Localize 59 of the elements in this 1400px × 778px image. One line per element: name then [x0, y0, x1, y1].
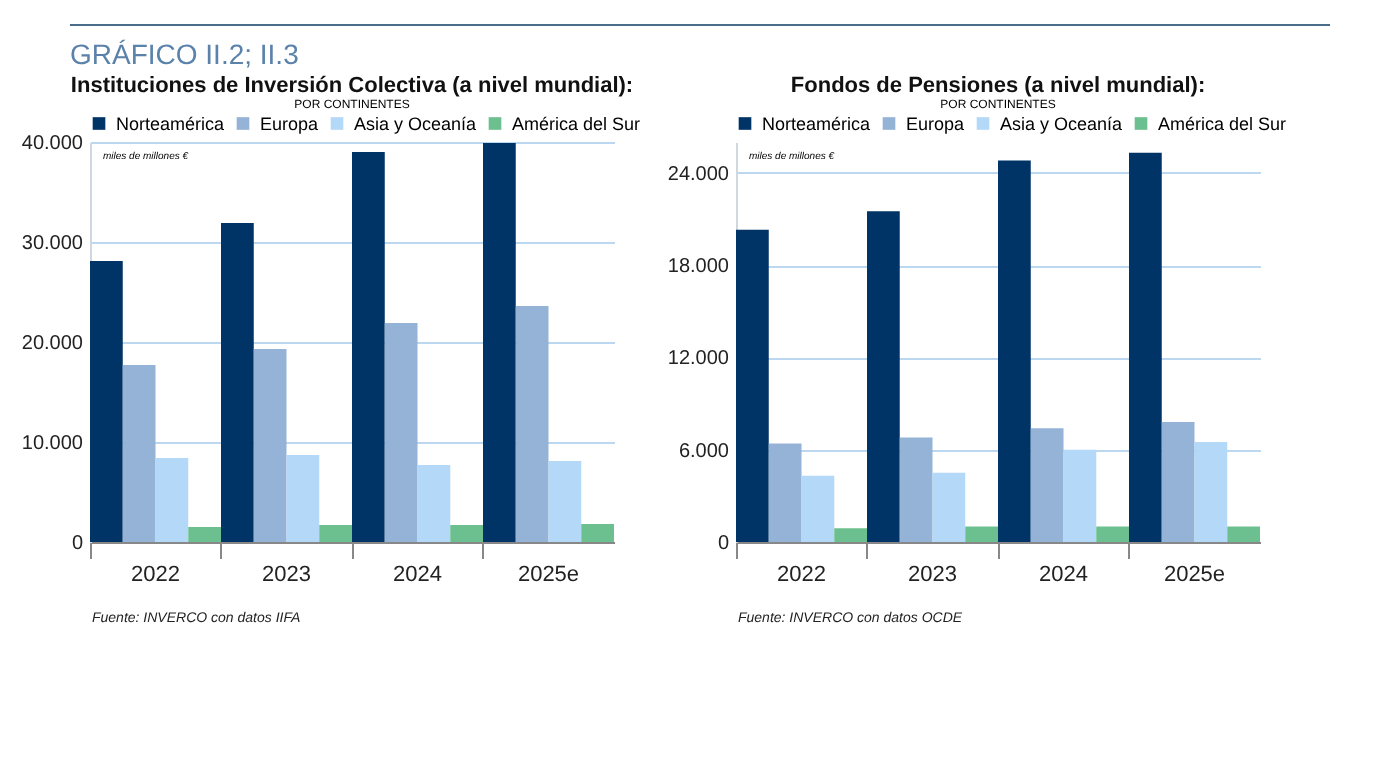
bar [834, 528, 867, 542]
x-tick-label: 2024 [393, 563, 442, 587]
bar [253, 349, 287, 542]
bar [483, 143, 516, 542]
bar [122, 365, 156, 542]
legend-label: Asia y Oceanía [354, 113, 477, 134]
bar [867, 211, 900, 542]
y-tick-label: 18.000 [667, 256, 730, 279]
bar [932, 472, 966, 542]
bar [768, 443, 802, 542]
text: GRÁFICO II.2; II.3 [70, 24, 1330, 70]
x-tick-label: 2023 [262, 563, 311, 587]
bar [352, 152, 385, 542]
bar [899, 437, 933, 542]
bar [548, 461, 582, 542]
y-tick-label: 12.000 [667, 348, 730, 371]
y-tick-label: 20.000 [21, 333, 84, 355]
bar [998, 160, 1031, 542]
x-tick-label: 2022 [131, 563, 180, 587]
bar [450, 525, 483, 542]
legend-label: América del Sur [1158, 113, 1287, 134]
x-tick-label: 2023 [908, 563, 957, 587]
x-tick-label: 2025e [517, 563, 580, 587]
x-tick-label: 2024 [1039, 563, 1088, 587]
bar [515, 306, 549, 542]
bar [188, 527, 221, 542]
legend-label: América del Sur [512, 113, 641, 134]
bar [155, 458, 189, 542]
bar [319, 525, 352, 542]
chart-title: Fondos de Pensiones (a nivel mundial): [790, 74, 1206, 98]
x-tick-label: 2022 [777, 563, 826, 587]
bar [1227, 526, 1260, 542]
bar [1129, 152, 1162, 542]
bar [90, 261, 123, 542]
y-tick-label: 0 [71, 533, 84, 555]
bar [801, 475, 835, 542]
y-tick-label: 6.000 [678, 440, 730, 463]
bar [384, 323, 418, 542]
legend-label: Europa [260, 113, 319, 134]
bar [1030, 428, 1064, 542]
y-tick-label: 30.000 [21, 233, 84, 255]
legend-label: Europa [906, 113, 965, 134]
chart-title: Instituciones de Inversión Colectiva (a nivel mundial): [70, 74, 634, 98]
x-tick-label: 2025e [1163, 563, 1226, 587]
bar [581, 524, 614, 542]
y-tick-label: 40.000 [21, 133, 84, 155]
y-tick-label: 10.000 [21, 433, 84, 455]
bar [221, 223, 254, 542]
bar [965, 526, 998, 542]
bar [417, 465, 451, 542]
bar [1161, 422, 1195, 542]
legend-label: Norteamérica [116, 113, 225, 134]
bar [736, 229, 769, 542]
y-tick-label: 0 [717, 533, 730, 555]
legend-label: Asia y Oceanía [1000, 113, 1123, 134]
bar [286, 455, 320, 542]
legend-label: Norteamérica [762, 113, 871, 134]
bar [1096, 526, 1129, 542]
y-tick-label: 24.000 [667, 163, 730, 186]
